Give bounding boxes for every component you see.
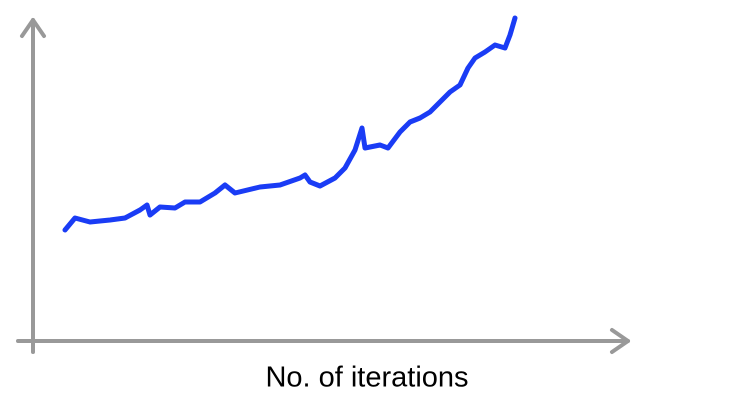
x-axis-label: No. of iterations (265, 362, 468, 394)
y-axis-arrow (20, 18, 46, 38)
data-line (62, 15, 518, 233)
axes (16, 18, 630, 354)
x-axis-arrow (610, 328, 630, 354)
